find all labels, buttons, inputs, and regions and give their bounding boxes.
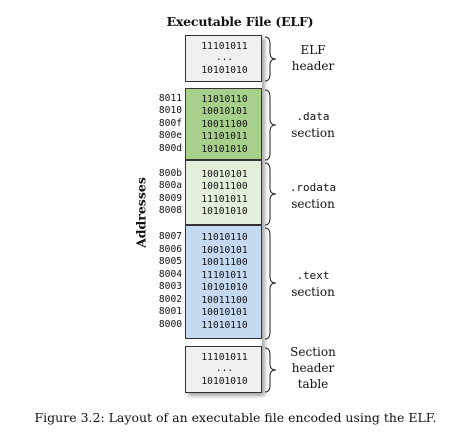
label-line: section bbox=[291, 197, 335, 211]
bits-row: 10101010 bbox=[201, 144, 248, 155]
address-label: 8007 bbox=[158, 231, 182, 242]
bits-row: 10011100 bbox=[201, 181, 248, 192]
elf-header-brace bbox=[264, 36, 277, 82]
figure-caption: Figure 3.2: Layout of an executable file… bbox=[34, 410, 437, 425]
address-label: 8008 bbox=[158, 205, 182, 216]
bits-row: 11010110 bbox=[201, 232, 248, 243]
label-line: ELF bbox=[300, 43, 326, 57]
data-section-label: .data section bbox=[278, 109, 348, 141]
label-line: .text bbox=[296, 269, 330, 282]
address-label: 8003 bbox=[158, 281, 182, 292]
label-line: header bbox=[291, 361, 335, 375]
address-label: 8004 bbox=[158, 269, 182, 280]
bits-row: ... bbox=[215, 52, 234, 63]
elf-file-column: 11101011 ... 10101010 11010110 10010101 … bbox=[185, 35, 262, 393]
rodata-section-brace bbox=[264, 162, 277, 226]
bits-row: 11101011 bbox=[201, 352, 248, 363]
bits-row: 11101011 bbox=[201, 270, 248, 281]
bits-row: ... bbox=[215, 363, 234, 374]
data-section-block: 11010110 10010101 10011100 11101011 1010… bbox=[185, 88, 262, 160]
bits-row: 10101010 bbox=[201, 282, 248, 293]
bits-row: 10101010 bbox=[201, 206, 248, 217]
bits-row: 11101011 bbox=[201, 131, 248, 142]
address-label: 800e bbox=[158, 130, 182, 141]
bits-row: 11010110 bbox=[201, 320, 248, 331]
address-label: 8005 bbox=[158, 256, 182, 267]
address-label: 800b bbox=[158, 168, 182, 179]
address-label: 8006 bbox=[158, 244, 182, 255]
section-header-table-brace bbox=[264, 347, 277, 393]
bits-row: 10010101 bbox=[201, 245, 248, 256]
diagram-title: Executable File (ELF) bbox=[166, 14, 314, 29]
elf-header-label: ELF header bbox=[278, 42, 348, 74]
label-line: Section bbox=[290, 345, 336, 359]
bits-row: 10011100 bbox=[201, 119, 248, 130]
address-label: 8011 bbox=[158, 93, 182, 104]
label-line: header bbox=[291, 59, 335, 73]
address-label: 800d bbox=[158, 143, 182, 154]
bits-row: 10010101 bbox=[201, 169, 248, 180]
text-section-block: 11010110 10010101 10011100 11101011 1010… bbox=[185, 225, 262, 339]
address-label: 800a bbox=[158, 180, 182, 191]
bits-row: 10010101 bbox=[201, 106, 248, 117]
bits-row: 10101010 bbox=[201, 376, 248, 387]
label-line: section bbox=[291, 126, 335, 140]
address-label: 8002 bbox=[158, 294, 182, 305]
label-line: .data bbox=[296, 110, 330, 123]
section-header-table-block: 11101011 ... 10101010 bbox=[185, 346, 262, 393]
bits-row: 10010101 bbox=[201, 307, 248, 318]
elf-header-block: 11101011 ... 10101010 bbox=[185, 35, 262, 82]
label-line: section bbox=[291, 285, 335, 299]
label-line: .rodata bbox=[289, 181, 337, 194]
address-label: 8010 bbox=[158, 105, 182, 116]
bits-row: 11101011 bbox=[201, 41, 248, 52]
rodata-section-label: .rodata section bbox=[278, 180, 348, 212]
data-section-brace bbox=[264, 89, 277, 161]
bits-row: 10101010 bbox=[201, 65, 248, 76]
bits-row: 11010110 bbox=[201, 94, 248, 105]
address-label: 8001 bbox=[158, 306, 182, 317]
address-label: 800f bbox=[158, 118, 182, 129]
address-label: 8000 bbox=[158, 319, 182, 330]
bits-row: 10011100 bbox=[201, 295, 248, 306]
bits-row: 10011100 bbox=[201, 257, 248, 268]
section-header-table-label: Section header table bbox=[278, 344, 348, 392]
rodata-section-block: 10010101 10011100 11101011 10101010 bbox=[185, 160, 262, 225]
address-label: 8009 bbox=[158, 193, 182, 204]
bits-row: 11101011 bbox=[201, 194, 248, 205]
text-section-brace bbox=[264, 227, 277, 340]
label-line: table bbox=[297, 377, 329, 391]
text-section-label: .text section bbox=[278, 268, 348, 300]
